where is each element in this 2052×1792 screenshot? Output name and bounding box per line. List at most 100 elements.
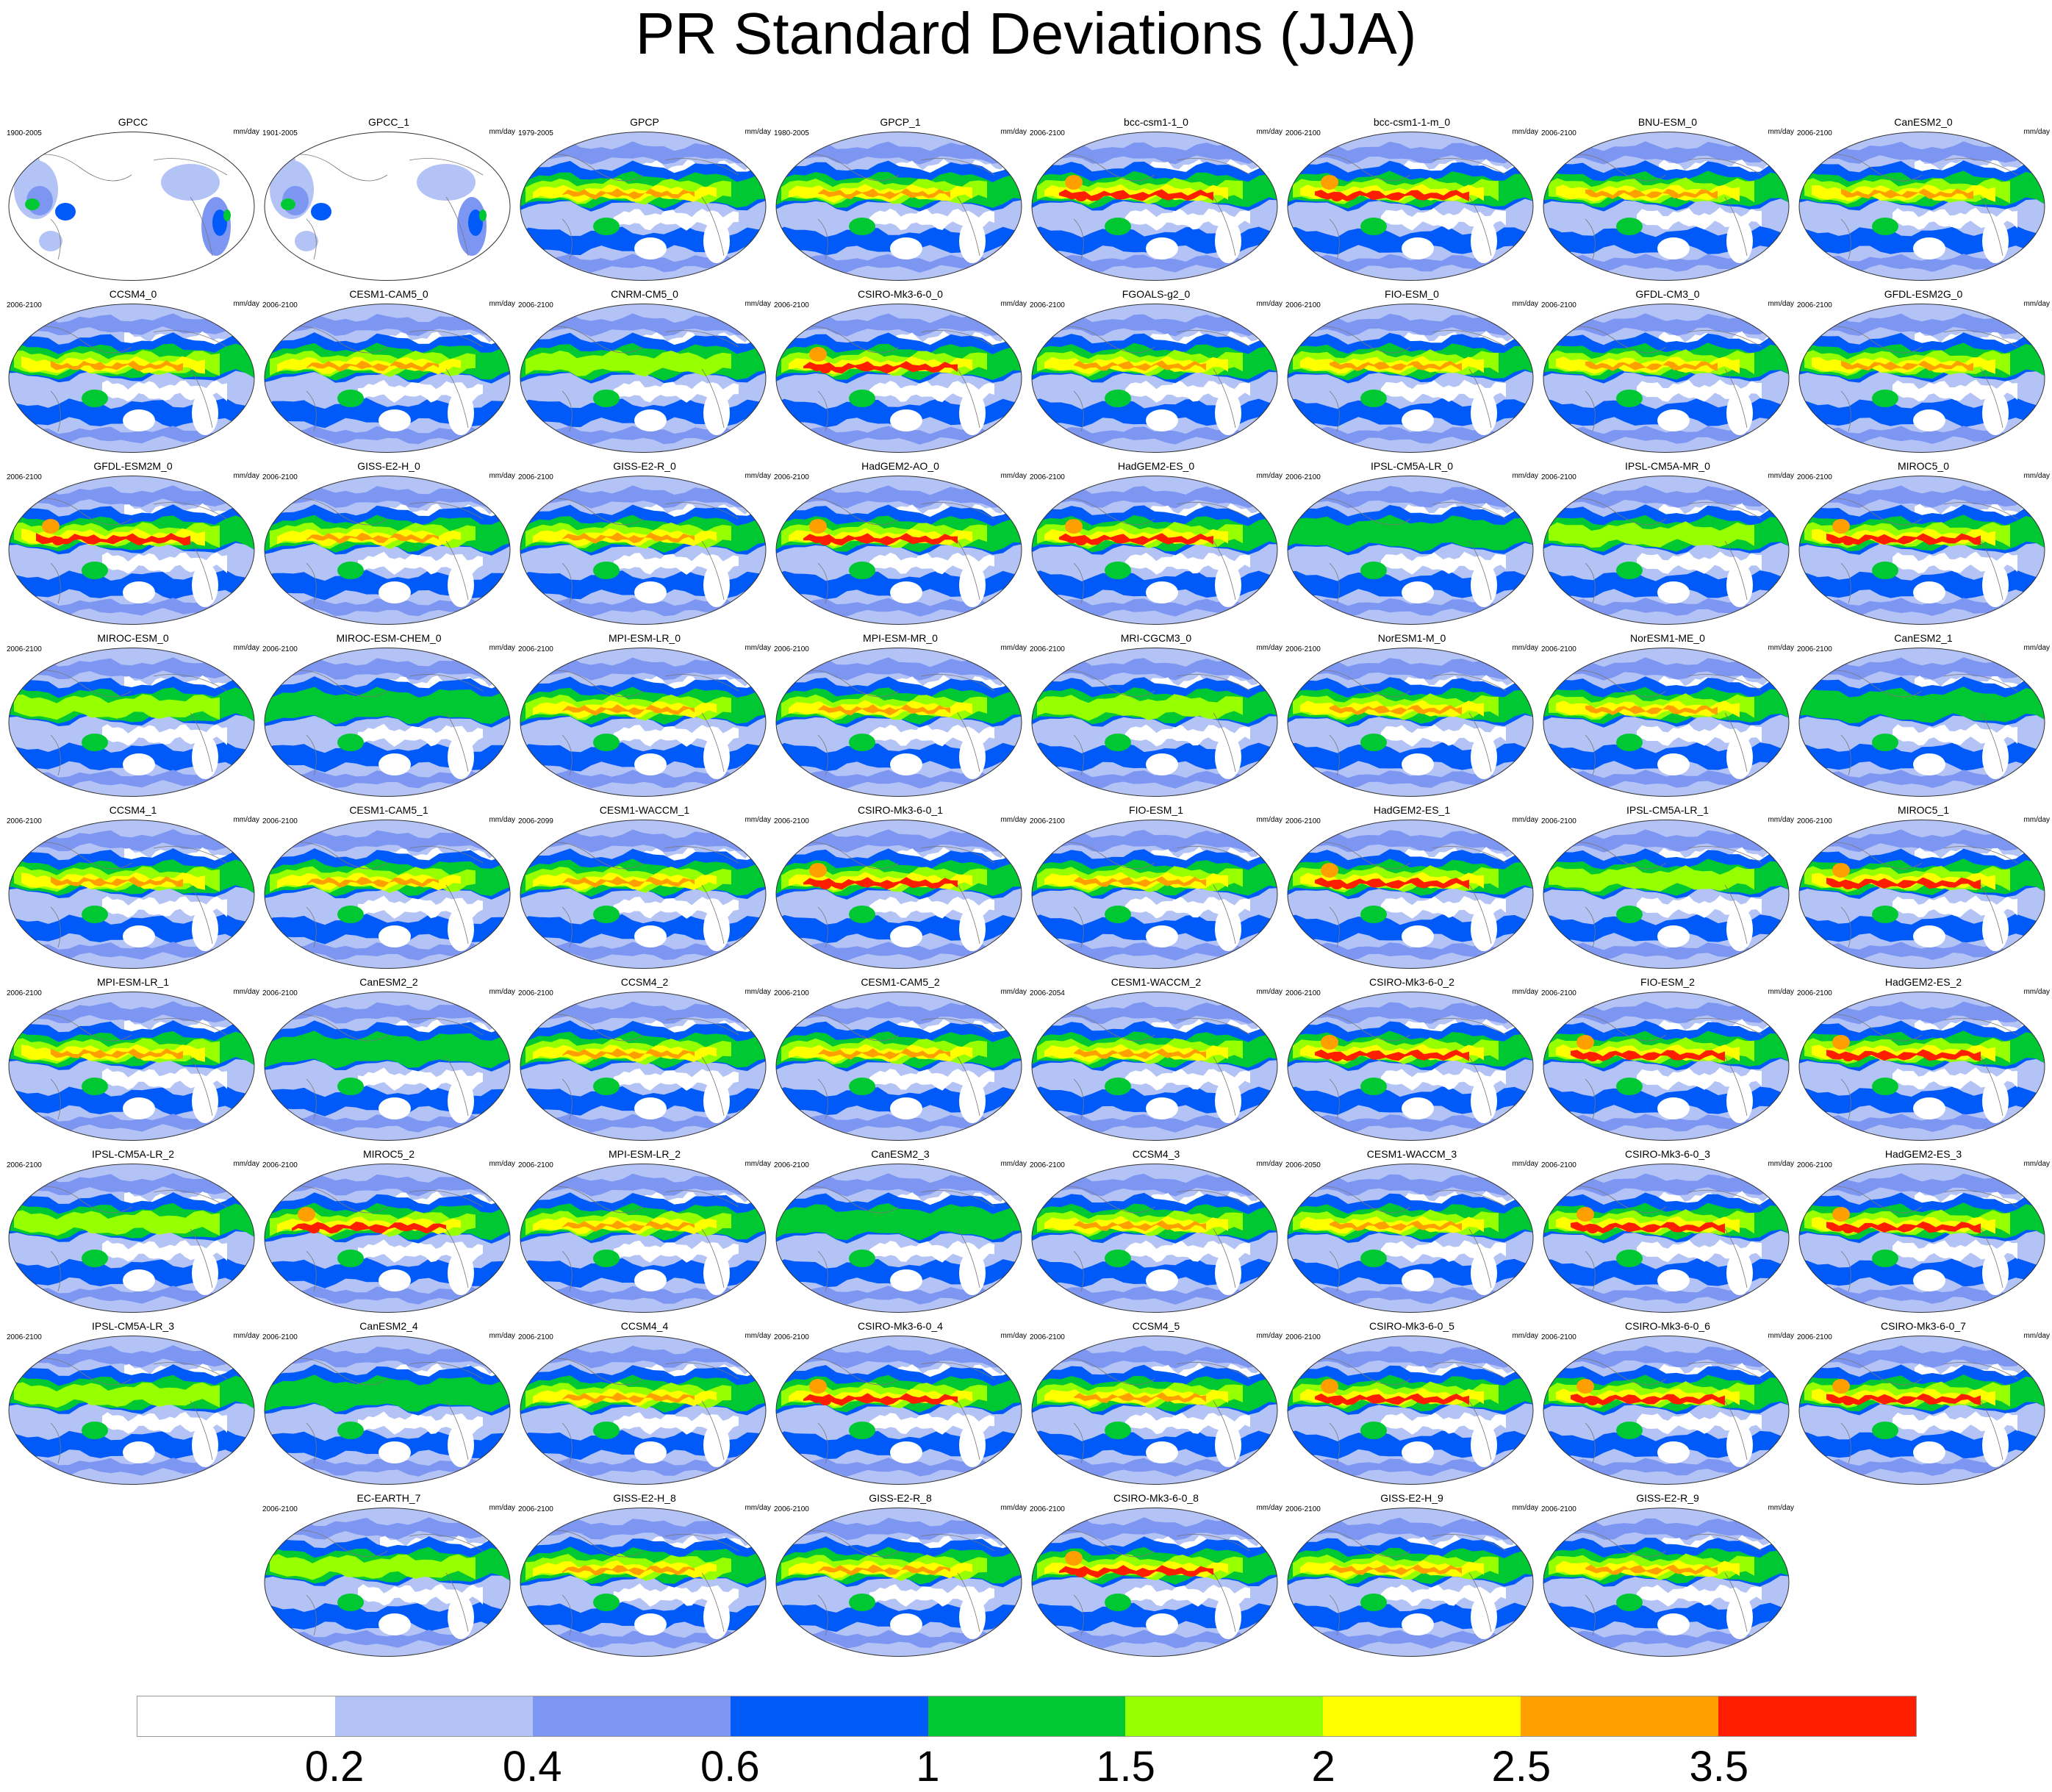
map-panel: HadGEM2-ES_0 2006-2100 mm/day [1028, 460, 1284, 626]
precip-map [264, 648, 511, 797]
map-panel: IPSL-CM5A-LR_3 2006-2100 mm/day [5, 1320, 261, 1485]
map-panel: CanESM2_2 2006-2100 mm/day [261, 976, 517, 1141]
panel-title: CESM1-CAM5_1 [349, 804, 428, 816]
colorbar-swatch [334, 1696, 533, 1736]
panel-title: CSIRO-Mk3-6-0_6 [1625, 1320, 1710, 1332]
precip-map [520, 132, 767, 281]
map-panel: IPSL-CM5A-LR_1 2006-2100 mm/day [1540, 804, 1796, 970]
panel-years: 2006-2100 [1541, 989, 1576, 997]
colorbar-swatch [730, 1696, 928, 1736]
panel-title: FGOALS-g2_0 [1122, 288, 1191, 300]
colorbar-label: 0.4 [502, 1743, 562, 1791]
panel-units: mm/day [1000, 1160, 1027, 1168]
precip-map [1798, 132, 2045, 281]
map-panel: CSIRO-Mk3-6-0_2 2006-2100 mm/day [1284, 976, 1540, 1141]
map-panel: CSIRO-Mk3-6-0_7 2006-2100 mm/day [1796, 1320, 2051, 1485]
panel-years: 2006-2100 [518, 473, 553, 481]
precip-map [775, 1336, 1022, 1485]
panel-title: CSIRO-Mk3-6-0_5 [1369, 1320, 1454, 1332]
panel-units: mm/day [1512, 472, 1538, 480]
panel-units: mm/day [1000, 472, 1027, 480]
map-panel: CanESM2_1 2006-2100 mm/day [1796, 632, 2051, 798]
precip-map [520, 648, 767, 797]
panel-title: IPSL-CM5A-MR_0 [1625, 460, 1710, 472]
panel-title: GFDL-ESM2G_0 [1884, 288, 1963, 300]
map-panel: NorESM1-M_0 2006-2100 mm/day [1284, 632, 1540, 798]
panel-years: 2006-2100 [774, 301, 809, 309]
panel-units: mm/day [745, 128, 771, 136]
panel-units: mm/day [1256, 472, 1282, 480]
map-panel: GPCC 1900-2005 mm/day [5, 116, 261, 282]
precip-map [1798, 1164, 2045, 1313]
panel-title: CCSM4_0 [109, 288, 157, 300]
panel-units: mm/day [745, 816, 771, 824]
precip-map [1287, 648, 1534, 797]
panel-years: 2006-2100 [1797, 301, 1832, 309]
panel-units: mm/day [233, 128, 259, 136]
panel-title: CanESM2_3 [871, 1148, 930, 1160]
panel-units: mm/day [745, 1504, 771, 1512]
precip-map [1031, 476, 1278, 625]
panel-title: GPCC_1 [367, 116, 410, 128]
panel-units: mm/day [1256, 988, 1282, 996]
precip-map [775, 648, 1022, 797]
panel-title: CSIRO-Mk3-6-0_1 [858, 804, 943, 816]
panel-units: mm/day [1256, 644, 1282, 652]
colorbar-swatch [1125, 1696, 1324, 1736]
panel-title: MIROC5_0 [1897, 460, 1950, 472]
precip-map [1031, 648, 1278, 797]
panel-title: MRI-CGCM3_0 [1120, 632, 1192, 644]
precip-map [8, 304, 255, 453]
map-panel: HadGEM2-ES_1 2006-2100 mm/day [1284, 804, 1540, 970]
panel-title: CSIRO-Mk3-6-0_0 [858, 288, 943, 300]
panel-title: MIROC-ESM_0 [97, 632, 169, 644]
precip-map [775, 476, 1022, 625]
precip-map [1798, 820, 2045, 969]
map-panel: GISS-E2-R_0 2006-2100 mm/day [517, 460, 772, 626]
map-panel: CCSM4_4 2006-2100 mm/day [517, 1320, 772, 1485]
panel-units: mm/day [745, 988, 771, 996]
panel-years: 2006-2100 [1541, 645, 1576, 653]
precip-map [1287, 304, 1534, 453]
precip-map [264, 304, 511, 453]
precip-map [8, 1336, 255, 1485]
map-panel: GISS-E2-H_8 2006-2100 mm/day [517, 1492, 772, 1657]
map-panel: GFDL-CM3_0 2006-2100 mm/day [1540, 288, 1796, 454]
panel-years: 2006-2100 [7, 817, 42, 825]
panel-years: 1980-2005 [774, 129, 809, 137]
precip-map [520, 992, 767, 1141]
panel-units: mm/day [2023, 816, 2050, 824]
panel-units: mm/day [1000, 644, 1027, 652]
map-panel: CSIRO-Mk3-6-0_1 2006-2100 mm/day [772, 804, 1028, 970]
panel-title: MPI-ESM-LR_1 [96, 976, 170, 988]
panel-units: mm/day [1256, 300, 1282, 308]
panel-years: 2006-2100 [1541, 473, 1576, 481]
panel-units: mm/day [1000, 816, 1027, 824]
panel-units: mm/day [1000, 988, 1027, 996]
map-panel: CCSM4_5 2006-2100 mm/day [1028, 1320, 1284, 1485]
precip-map [775, 1508, 1022, 1657]
panel-title: MPI-ESM-MR_0 [863, 632, 938, 644]
map-panel: MPI-ESM-MR_0 2006-2100 mm/day [772, 632, 1028, 798]
panel-title: GISS-E2-H_0 [357, 460, 420, 472]
map-panel: CNRM-CM5_0 2006-2100 mm/day [517, 288, 772, 454]
panel-units: mm/day [489, 644, 515, 652]
map-panel: IPSL-CM5A-MR_0 2006-2100 mm/day [1540, 460, 1796, 626]
map-panel: CESM1-WACCM_1 2006-2099 mm/day [517, 804, 772, 970]
map-panel: CSIRO-Mk3-6-0_6 2006-2100 mm/day [1540, 1320, 1796, 1485]
panel-title: CCSM4_4 [620, 1320, 669, 1332]
panel-title: GISS-E2-R_8 [869, 1492, 932, 1504]
panel-title: CanESM2_2 [359, 976, 418, 988]
colorbar-label: 1.5 [1096, 1743, 1155, 1791]
precip-map [8, 476, 255, 625]
map-panel: MRI-CGCM3_0 2006-2100 mm/day [1028, 632, 1284, 798]
map-panel: CSIRO-Mk3-6-0_3 2006-2100 mm/day [1540, 1148, 1796, 1313]
panel-title: MPI-ESM-LR_0 [608, 632, 681, 644]
panel-title: HadGEM2-ES_1 [1373, 804, 1451, 816]
panel-title: FIO-ESM_2 [1640, 976, 1695, 988]
panel-years: 2006-2100 [262, 301, 298, 309]
precip-map [520, 1508, 767, 1657]
map-panel: MPI-ESM-LR_1 2006-2100 mm/day [5, 976, 261, 1141]
precip-map [1031, 304, 1278, 453]
precip-map [1031, 1336, 1278, 1485]
